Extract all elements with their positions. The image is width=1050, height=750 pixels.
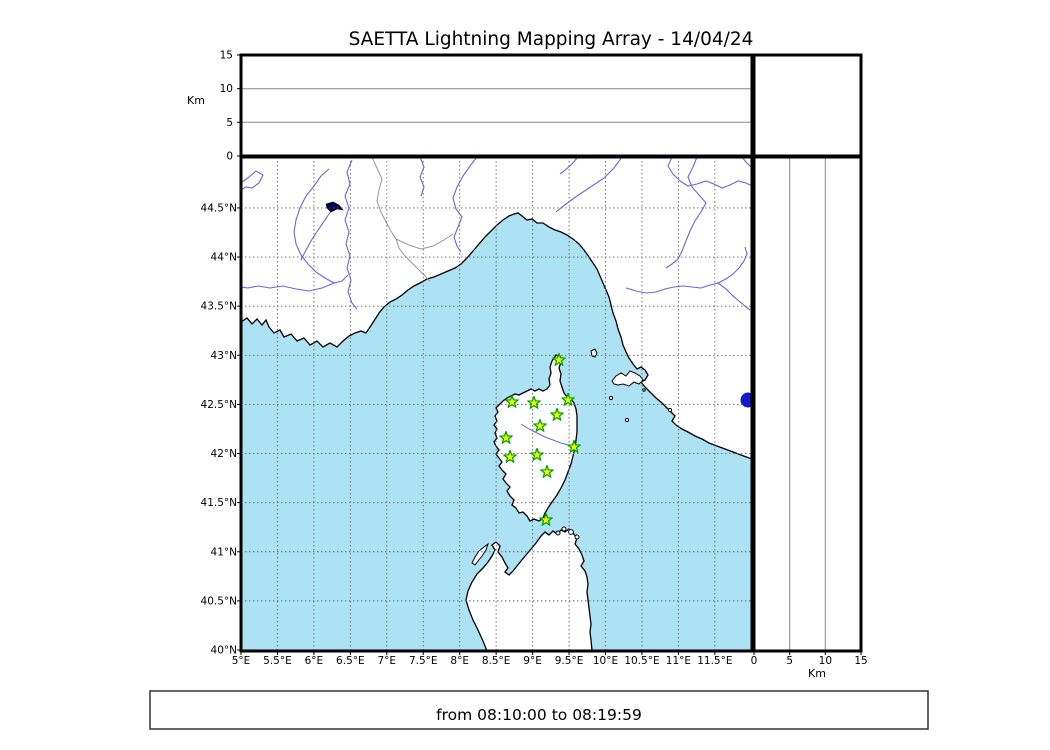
lon-tick-label: 8.5°E [482, 655, 511, 667]
longitude-axis-ticks: 5°E 5.5°E 6°E 6.5°E 7°E 7.5°E 8°E 8.5°E 9°E 9.5°E… [232, 651, 732, 667]
lon-tick-label: 5.5°E [263, 655, 292, 667]
station-marker [540, 464, 554, 478]
graticule [242, 158, 751, 650]
lat-tick-label: 41.5°N [201, 497, 237, 509]
altitude-panel: 0 5 10 15 Km [187, 49, 754, 163]
station-marker [567, 439, 581, 453]
island-sardinia [465, 528, 593, 650]
histogram-panel-frame [752, 53, 863, 158]
lon-tick-label: 9.5°E [555, 655, 584, 667]
time-range-text: from 08:10:00 to 08:19:59 [436, 706, 642, 724]
lat-tick-label: 44°N [211, 252, 237, 264]
station-marker [539, 512, 553, 526]
alt-tick-label: 15 [220, 49, 233, 61]
latitude-axis-ticks: 40°N 40.5°N 41°N 41.5°N 42°N 42.5°N 43°N 43.5°N… [201, 202, 241, 657]
distance-axis-label: Km [808, 667, 826, 680]
island-maddalena-1 [555, 530, 561, 536]
map-panel: 40°N 40.5°N 41°N 41.5°N 42°N 42.5°N 43°N 43.5°N… [201, 155, 754, 667]
station-marker [533, 418, 547, 432]
island-maddalena-2 [561, 526, 567, 532]
station-markers [499, 352, 581, 526]
country-borders [372, 158, 454, 282]
lat-tick-label: 43°N [211, 350, 237, 362]
lon-tick-label: 11.5°E [697, 655, 732, 667]
island-maddalena-3 [568, 529, 574, 535]
altitude-axis-label: Km [187, 94, 205, 107]
station-marker [503, 449, 517, 463]
island-pianosa [608, 395, 614, 401]
lon-tick-label: 11°E [666, 655, 691, 667]
alt-tick-label: 10 [220, 83, 233, 95]
lon-tick-label: 5°E [232, 655, 251, 667]
lat-tick-label: 40.5°N [201, 595, 237, 607]
altitude-lat-panel: 0 5 10 15 Km [751, 155, 868, 680]
altitude-axis-ticks: 0 5 10 15 [220, 49, 241, 163]
km-tick-label: 0 [751, 655, 758, 667]
station-marker [527, 395, 541, 409]
lon-tick-label: 7°E [378, 655, 397, 667]
small-islands [555, 348, 673, 540]
km-tick-label: 5 [786, 655, 793, 667]
island-giglio [667, 407, 673, 413]
island-capraia [590, 348, 598, 358]
lon-tick-label: 10°E [593, 655, 618, 667]
island-montecristo [624, 417, 630, 423]
lon-tick-label: 8°E [450, 655, 469, 667]
lon-tick-label: 6°E [305, 655, 324, 667]
lon-tick-label: 6.5°E [336, 655, 365, 667]
station-marker [499, 430, 513, 444]
time-range-box: from 08:10:00 to 08:19:59 [149, 690, 929, 730]
lat-tick-label: 42°N [211, 448, 237, 460]
island-maddalena-4 [574, 534, 580, 540]
km-tick-label: 10 [819, 655, 832, 667]
blue-lake-marker [740, 392, 751, 408]
station-marker [505, 394, 519, 408]
island-elba [611, 370, 644, 387]
km-tick-label: 15 [854, 655, 867, 667]
lat-tick-label: 41°N [211, 546, 237, 558]
map-canvas [242, 158, 751, 650]
histogram-panel [752, 53, 863, 158]
station-marker [552, 352, 566, 366]
altitude-lat-frame [752, 155, 863, 653]
lake-serre-poncon [325, 201, 344, 213]
lat-tick-label: 43.5°N [201, 301, 237, 313]
alt-tick-label: 5 [226, 117, 233, 129]
distance-axis-ticks: 0 5 10 15 [751, 651, 868, 667]
station-marker [530, 447, 544, 461]
lon-tick-label: 10.5°E [624, 655, 659, 667]
river-golo [520, 423, 574, 448]
station-marker [561, 392, 575, 406]
lon-tick-label: 7.5°E [409, 655, 438, 667]
plot-title: SAETTA Lightning Mapping Array - 14/04/2… [349, 29, 754, 50]
island-corsica [493, 354, 578, 522]
coastline-mainland [242, 158, 751, 460]
lon-tick-label: 9°E [523, 655, 542, 667]
lat-tick-label: 44.5°N [201, 202, 237, 214]
islet [642, 388, 646, 392]
altitude-panel-frame [239, 53, 754, 158]
alt-tick-label: 0 [226, 151, 233, 163]
station-marker [550, 407, 564, 421]
lat-tick-label: 40°N [211, 645, 237, 657]
time-range-frame [149, 690, 929, 730]
lat-tick-label: 42.5°N [201, 399, 237, 411]
island-asinara [471, 542, 489, 566]
